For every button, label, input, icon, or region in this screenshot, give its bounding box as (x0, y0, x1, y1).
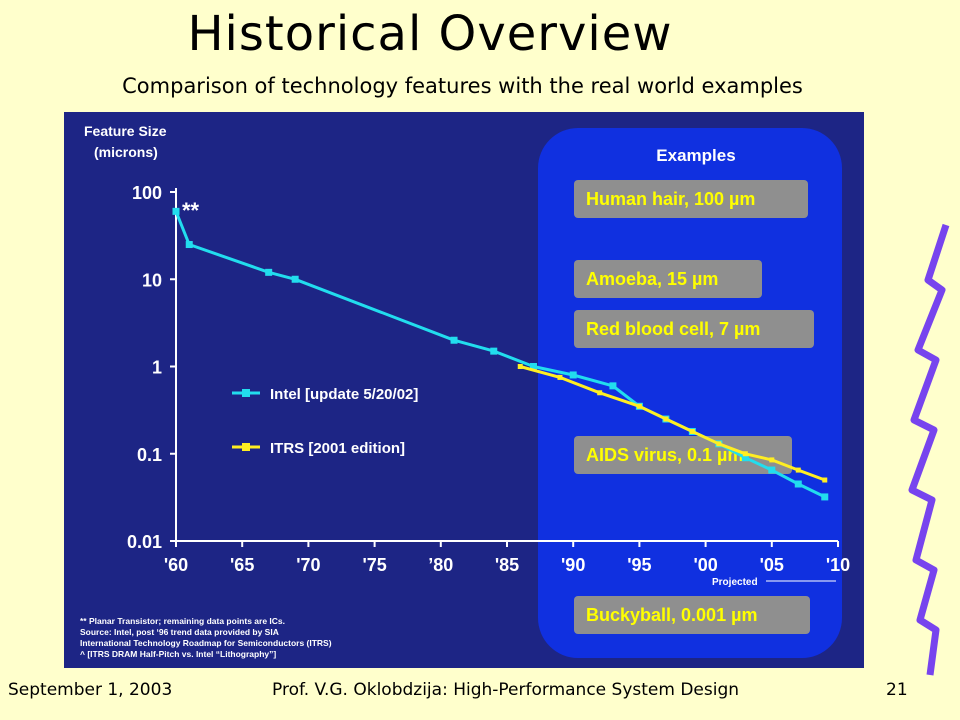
legend-label: Intel [update 5/20/02] (270, 386, 418, 403)
data-point-itrs (557, 374, 563, 380)
y-tick-label: 0.1 (137, 445, 162, 465)
example-box (574, 260, 762, 298)
x-tick-label: '70 (296, 555, 320, 575)
footer-author: Prof. V.G. Oklobdzija: High-Performance … (272, 680, 740, 700)
y-tick-label: 100 (132, 183, 162, 203)
x-tick-label: '90 (561, 555, 585, 575)
data-point-intel (291, 275, 299, 283)
data-point-itrs (689, 428, 695, 434)
example-box (574, 436, 792, 474)
legend-swatch-marker (242, 443, 250, 451)
examples-heading: Examples (656, 146, 735, 165)
footnote-line: Source: Intel, post ‘96 trend data provi… (80, 627, 279, 637)
data-point-itrs (597, 390, 603, 396)
data-point-intel (609, 382, 617, 390)
data-point-intel (569, 371, 577, 379)
data-point-intel (741, 454, 749, 462)
y-tick-label: 1 (152, 358, 162, 378)
data-point-intel (794, 480, 802, 488)
example-box (574, 310, 814, 348)
data-point-itrs (795, 467, 801, 473)
x-tick-label: ’80 (428, 555, 453, 575)
footnote-line: International Technology Roadmap for Sem… (80, 638, 332, 648)
data-point-itrs (636, 403, 642, 409)
planar-annotation: ** (182, 198, 200, 223)
x-tick-label: '75 (362, 555, 386, 575)
data-point-intel (185, 241, 193, 249)
data-point-intel (529, 363, 537, 370)
data-point-itrs (742, 451, 748, 457)
x-tick-label: '65 (230, 555, 254, 575)
x-tick-label: '10 (826, 555, 850, 575)
legend-label: ITRS [2001 edition] (270, 440, 405, 457)
y-axis-label-line2: (microns) (94, 144, 158, 160)
data-point-itrs (769, 457, 775, 463)
example-box (574, 596, 810, 634)
example-box (574, 180, 808, 218)
data-point-itrs (822, 477, 828, 483)
legend-swatch-marker (242, 389, 250, 397)
data-point-itrs (517, 364, 523, 369)
x-tick-label: '05 (760, 555, 784, 575)
y-axis-label-line1: Feature Size (84, 123, 167, 139)
footer-date: September 1, 2003 (8, 680, 173, 700)
slide-subtitle: Comparison of technology features with t… (122, 74, 803, 98)
example-label: Red blood cell, 7 µm (586, 319, 760, 339)
slide-title: Historical Overview (187, 6, 673, 62)
example-label: Human hair, 100 µm (586, 189, 755, 209)
y-tick-label: 0.01 (127, 532, 162, 552)
data-point-intel (265, 268, 273, 276)
data-point-intel (450, 336, 458, 344)
data-point-intel (172, 207, 180, 215)
x-tick-label: '95 (627, 555, 651, 575)
x-tick-label: '00 (693, 555, 717, 575)
chart-panel: Examples Human hair, 100 µm Amoeba, 15 µm… (64, 112, 864, 668)
example-label: Buckyball, 0.001 µm (586, 605, 757, 625)
data-point-intel (768, 466, 776, 474)
example-label: Amoeba, 15 µm (586, 269, 718, 289)
example-label: AIDS virus, 0.1 µm (586, 445, 743, 465)
footnote-line: ^ [ITRS DRAM Half-Pitch vs. Intel “Litho… (80, 649, 276, 659)
feature-size-chart: Examples Human hair, 100 µm Amoeba, 15 µm… (80, 123, 850, 659)
decorative-squiggle (908, 223, 950, 676)
data-point-intel (821, 493, 829, 501)
x-tick-label: '60 (164, 555, 188, 575)
y-tick-label: 10 (142, 270, 162, 290)
x-tick-label: '85 (495, 555, 519, 575)
projected-label: Projected (712, 577, 758, 588)
footer-page: 21 (886, 680, 908, 700)
data-point-itrs (716, 441, 722, 447)
data-point-intel (490, 347, 498, 355)
data-point-itrs (663, 416, 669, 422)
footnote-line: ** Planar Transistor; remaining data poi… (80, 616, 285, 626)
